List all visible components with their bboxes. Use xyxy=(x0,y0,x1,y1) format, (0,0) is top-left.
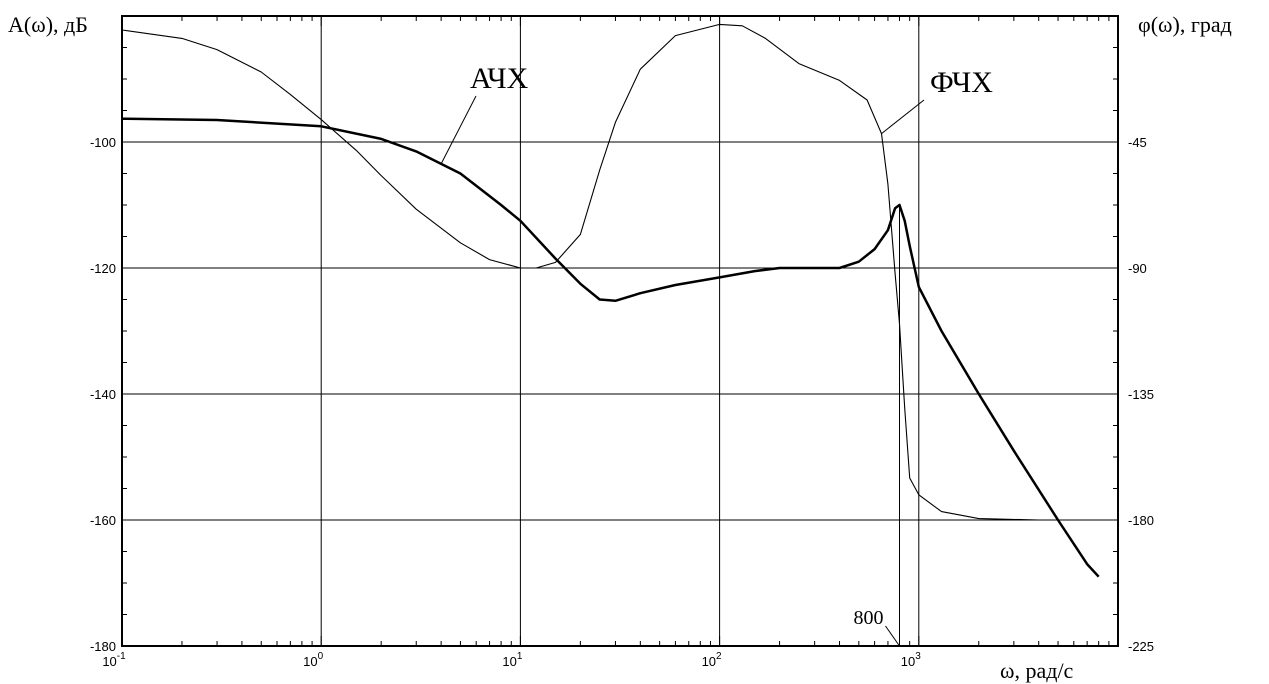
annotations: АЧХ ФЧХ 800 xyxy=(440,62,993,647)
frequency-marker-label: 800 xyxy=(853,607,883,629)
grid xyxy=(122,16,1118,646)
x-tick-label: 100 xyxy=(303,651,323,669)
y-tick-label-right: -225 xyxy=(1128,639,1154,654)
plot-frame xyxy=(121,15,1119,647)
series-line-fchx xyxy=(121,23,1099,521)
y-tick-label-left: -160 xyxy=(90,513,116,528)
y-tick-label-right: -90 xyxy=(1128,261,1147,276)
tick-labels: -100 -120 -140 -160 -180 -45 -90 -135 -180 -225 10… xyxy=(90,135,1154,669)
x-tick-label: 101 xyxy=(502,651,522,669)
y-axis-left-title: A(ω), дБ xyxy=(8,12,88,37)
y-tick-label-left: -120 xyxy=(90,261,116,276)
y-tick-label-left: -140 xyxy=(90,387,116,402)
y-tick-label-left: -100 xyxy=(90,135,116,150)
leader-line xyxy=(881,99,925,134)
axis-ticks xyxy=(121,15,1118,647)
series-group xyxy=(121,23,1100,578)
x-axis-title: ω, рад/с xyxy=(1000,658,1074,683)
y-tick-label-right: -180 xyxy=(1128,513,1154,528)
x-tick-label: 102 xyxy=(702,651,722,669)
y-tick-label-right: -45 xyxy=(1128,135,1147,150)
y-tick-label-right: -135 xyxy=(1128,387,1154,402)
y-axis-right-title: φ(ω), град xyxy=(1138,12,1232,37)
x-tick-label: 103 xyxy=(901,651,921,669)
series-label: ФЧХ xyxy=(930,66,993,99)
y-tick-label-left: -180 xyxy=(90,639,116,654)
series-label: АЧХ xyxy=(470,62,529,95)
leader-line xyxy=(440,95,477,165)
x-tick-label: 10-1 xyxy=(102,651,126,669)
series-line-achx xyxy=(121,117,1100,578)
leader-line xyxy=(885,625,900,647)
